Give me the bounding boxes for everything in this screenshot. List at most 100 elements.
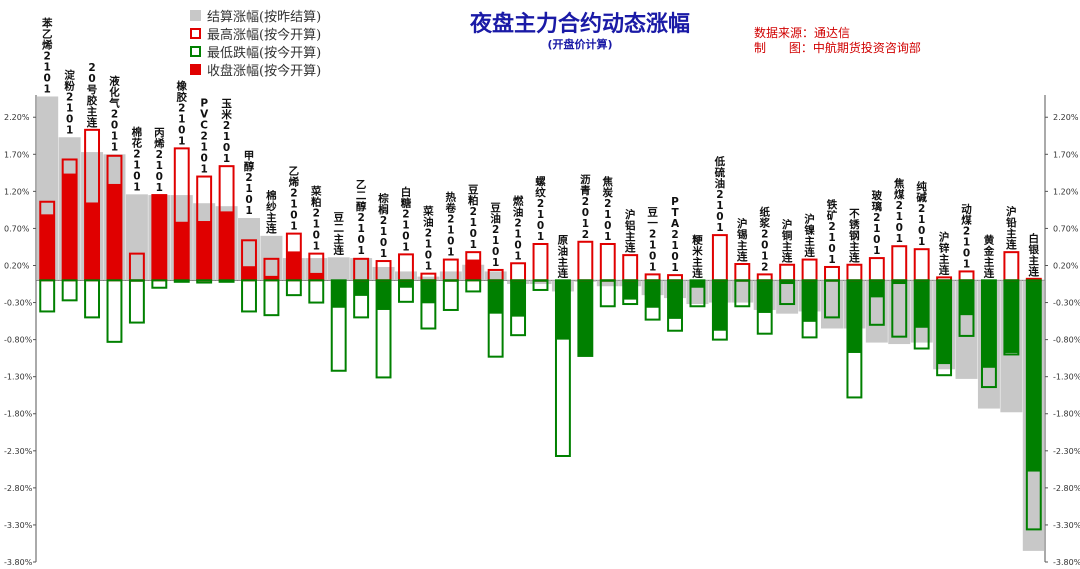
close-bar [981,280,996,368]
y-tick-label-right: 0.70% [1053,224,1079,233]
low-bar [958,279,975,337]
close-bar [847,280,862,353]
close-bar [869,280,884,298]
low-bar [644,279,661,321]
y-tick-label-left: -2.80% [4,484,33,493]
low-bar [241,279,257,313]
y-tick-label-left: -0.30% [4,299,33,308]
close-bar [219,211,234,281]
category-label: 液化气 2 0 1 1 [108,74,120,153]
close-bar [959,280,974,316]
low-bar [532,279,549,291]
high-bar [711,234,728,282]
close-bar [690,280,705,288]
low-bar [779,279,796,306]
y-tick-label-left: -2.30% [4,447,33,456]
close-bar [937,280,952,365]
category-label: 淀粉 2 1 0 1 [64,68,75,136]
category-label: 乙二醇 2 1 0 1 [356,179,367,257]
close-bar [309,272,324,281]
low-bar [398,279,414,303]
low-bar [824,279,840,319]
category-label: 菜粕 2 1 0 1 [310,185,322,253]
close-bar [197,221,212,281]
legend-item-settle: 结算涨幅(按昨结算) [190,6,321,25]
category-label: 低硫油 2 1 0 1 [714,155,726,234]
legend-swatch-high [190,27,201,39]
close-bar [668,280,682,319]
data-source: 数据来源：通达信 制 图：中航期货投资咨询部 [754,26,921,56]
low-bar [1003,279,1020,356]
high-bar [824,265,840,282]
legend: 结算涨幅(按昨结算) 最高涨幅(按今开算) 最低跌幅(按今开算) 收盘涨幅(按今… [190,6,322,79]
close-bar [264,275,279,281]
category-label: 沪锡主连 [737,217,748,263]
y-tick-label-left: 0.70% [4,224,30,233]
source-line-2: 制 图：中航期货投资咨询部 [754,41,921,55]
low-bar [196,279,213,284]
low-bar [218,279,235,283]
settle-bar [238,218,260,281]
high-bar [510,262,527,282]
high-bar [801,258,818,282]
category-label: 原油主连 [558,234,569,279]
settle-bar [417,276,440,281]
low-bar [622,279,639,306]
low-bar [1025,279,1042,531]
close-bar [488,280,503,314]
y-tick-label-left: 2.20% [4,113,30,122]
source-line-1: 数据来源：通达信 [754,26,851,40]
legend-swatch-settle [190,9,201,21]
close-bar [645,280,660,308]
y-tick-label-right: -3.30% [1053,521,1080,530]
close-bar [286,251,301,281]
category-label: 铁矿 2 1 0 1 [827,198,838,266]
high-bar [577,240,594,282]
y-tick-label-left: -3.80% [4,558,33,567]
close-bar [623,280,638,300]
category-label: 豆一 2 1 0 1 [647,206,658,273]
legend-item-low: 最低跌幅(按今开算) [190,42,321,61]
y-tick-label-right: -0.80% [1053,336,1080,345]
close-bar [107,183,122,281]
high-bar [734,263,751,282]
y-tick-label-left: 1.20% [4,187,30,196]
category-label: 豆粕 2 1 0 1 [468,184,479,251]
low-bar [285,279,302,297]
settle-bar [394,271,417,281]
settle-bar [125,194,148,281]
legend-item-close: 收盘涨幅(按今开算) [190,60,322,79]
y-tick-label-left: -1.80% [4,410,33,419]
close-bar [85,202,100,281]
low-bar [711,279,728,341]
y-tick-label-right: -2.30% [1053,447,1080,456]
high-bar [846,263,863,282]
settle-bar [888,280,911,345]
low-bar [599,279,616,308]
category-label: 焦炭 2 1 0 1 [602,175,614,243]
settle-bar [372,266,395,281]
y-tick-label-left: -0.80% [4,336,33,345]
category-label: 动煤 2 1 0 1 [961,202,972,270]
settle-bar [350,258,373,281]
category-label: 棉纱主连 [266,189,277,235]
category-label: 丙烯 2 1 0 1 [154,127,165,194]
close-bar [802,280,817,322]
category-label: 沪锌主连 [939,230,950,276]
category-label: 沪铜主连 [782,218,793,264]
close-bar [331,280,346,308]
close-bar [399,280,413,288]
settle-bar [529,280,552,285]
legend-label-close: 收盘涨幅(按今开算) [207,63,322,79]
category-label: 玻璃 2 1 0 1 [872,189,883,257]
category-label: 2 0 号胶主连 [87,62,98,129]
close-bar [511,280,526,317]
low-bar [375,279,392,379]
category-label: 沪镍主连 [804,213,815,259]
low-bar [554,279,571,457]
close-bar [892,280,907,285]
low-bar [330,279,347,372]
low-bar [936,279,953,377]
low-bar [980,279,997,389]
